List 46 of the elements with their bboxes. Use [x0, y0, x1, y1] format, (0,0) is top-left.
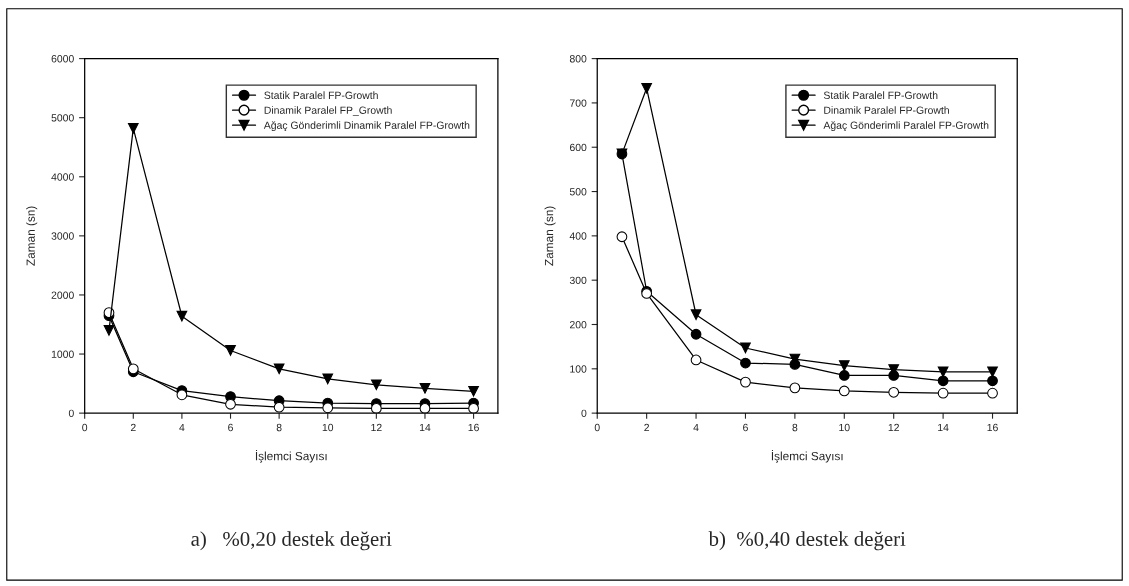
y-tick-label: 3000: [51, 232, 74, 240]
y-tick-label: 2000: [51, 291, 74, 299]
x-tick-label: 12: [888, 423, 899, 432]
y-tick-label: 300: [569, 276, 587, 285]
x-tick-label: 2: [644, 423, 650, 432]
y-tick-label: 400: [569, 232, 587, 240]
x-tick-label: 8: [276, 423, 282, 432]
x-tick-label: 8: [792, 423, 798, 432]
y-tick-label: 800: [569, 55, 587, 63]
y-tick-label: 5000: [51, 114, 74, 122]
x-tick-label: 10: [322, 423, 334, 432]
x-tick-label: 0: [82, 423, 88, 432]
y-tick-label: 1000: [51, 350, 74, 358]
x-axis-title: İşlemci Sayısı: [771, 449, 843, 463]
legend-label: Statik Paralel FP-Growth: [264, 91, 378, 99]
legend-label: Dinamik Paralel FP_Growth: [264, 106, 392, 116]
x-tick-label: 6: [743, 423, 748, 432]
x-tick-label: 6: [228, 423, 233, 432]
y-tick-label: 600: [569, 143, 587, 152]
legend-label: Ağaç Gönderimli Paralel FP-Growth: [823, 121, 989, 132]
x-tick-label: 16: [468, 423, 479, 432]
y-tick-label: 4000: [51, 173, 74, 181]
y-tick-label: 0: [581, 409, 587, 418]
y-tick-label: 700: [569, 99, 587, 107]
legend-label: Ağaç Gönderimli Dinamik Paralel FP-Growth: [263, 121, 470, 132]
y-axis-title: Zaman (sn): [544, 206, 556, 266]
x-tick-label: 14: [419, 423, 431, 432]
x-tick-label: 16: [987, 423, 998, 432]
x-tick-label: 4: [179, 423, 185, 432]
x-tick-label: 10: [839, 423, 850, 432]
legend-label: Statik Paralel FP-Growth: [823, 91, 938, 99]
y-axis-title: Zaman (sn): [26, 206, 38, 266]
y-tick-label: 500: [569, 188, 587, 196]
legend-label: Dinamik Paralel FP-Growth: [824, 106, 949, 114]
text: a) %0,20 destek değeri: [191, 531, 392, 551]
text: b) %0,40 destek değeri: [708, 531, 906, 551]
x-tick-label: 4: [693, 423, 699, 432]
x-tick-label: 12: [371, 423, 382, 432]
y-tick-label: 6000: [51, 55, 74, 63]
x-axis-title: İşlemci Sayısı: [255, 449, 327, 463]
x-tick-label: 0: [594, 423, 600, 432]
x-tick-label: 2: [130, 423, 136, 432]
y-tick-label: 100: [570, 365, 587, 373]
x-tick-label: 14: [938, 423, 949, 432]
y-tick-label: 200: [569, 321, 587, 329]
y-tick-label: 0: [68, 409, 74, 418]
